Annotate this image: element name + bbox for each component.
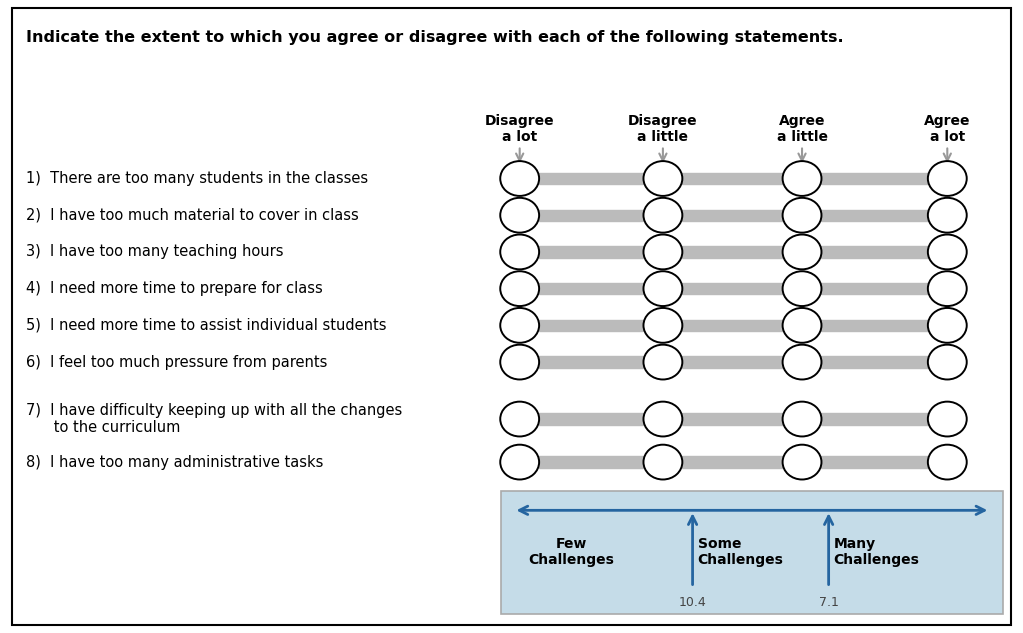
Ellipse shape bbox=[783, 271, 821, 306]
Bar bbox=[682, 283, 783, 294]
Ellipse shape bbox=[783, 161, 821, 196]
Ellipse shape bbox=[783, 197, 821, 232]
Text: Agree
a little: Agree a little bbox=[776, 114, 828, 144]
Ellipse shape bbox=[783, 235, 821, 270]
Bar bbox=[821, 320, 928, 331]
Bar bbox=[501, 491, 1003, 614]
Ellipse shape bbox=[643, 308, 682, 343]
Ellipse shape bbox=[500, 271, 539, 306]
Text: 5)  I need more time to assist individual students: 5) I need more time to assist individual… bbox=[26, 318, 386, 333]
Bar bbox=[539, 356, 643, 368]
Ellipse shape bbox=[928, 197, 967, 232]
Bar bbox=[539, 246, 643, 258]
Ellipse shape bbox=[928, 402, 967, 437]
Text: 1)  There are too many students in the classes: 1) There are too many students in the cl… bbox=[26, 171, 367, 186]
Bar bbox=[821, 173, 928, 184]
Bar bbox=[682, 320, 783, 331]
Bar bbox=[821, 210, 928, 221]
Ellipse shape bbox=[783, 402, 821, 437]
Text: 7)  I have difficulty keeping up with all the changes
      to the curriculum: 7) I have difficulty keeping up with all… bbox=[26, 403, 402, 436]
Text: Agree
a lot: Agree a lot bbox=[924, 114, 971, 144]
Ellipse shape bbox=[643, 344, 682, 380]
Text: 2)  I have too much material to cover in class: 2) I have too much material to cover in … bbox=[26, 208, 358, 223]
Ellipse shape bbox=[500, 161, 539, 196]
Bar bbox=[821, 456, 928, 468]
Ellipse shape bbox=[500, 197, 539, 232]
Bar bbox=[539, 456, 643, 468]
Bar bbox=[682, 173, 783, 184]
Ellipse shape bbox=[928, 344, 967, 380]
Bar bbox=[682, 356, 783, 368]
Ellipse shape bbox=[783, 344, 821, 380]
Text: Disagree
a little: Disagree a little bbox=[628, 114, 698, 144]
Text: Disagree
a lot: Disagree a lot bbox=[485, 114, 554, 144]
Ellipse shape bbox=[928, 271, 967, 306]
Text: 6)  I feel too much pressure from parents: 6) I feel too much pressure from parents bbox=[26, 354, 327, 370]
Bar bbox=[539, 173, 643, 184]
Bar bbox=[539, 413, 643, 425]
Ellipse shape bbox=[643, 271, 682, 306]
Text: 7.1: 7.1 bbox=[818, 596, 839, 609]
Bar bbox=[682, 246, 783, 258]
Ellipse shape bbox=[928, 235, 967, 270]
Bar bbox=[682, 413, 783, 425]
Text: 10.4: 10.4 bbox=[678, 596, 707, 609]
Ellipse shape bbox=[643, 161, 682, 196]
Bar bbox=[821, 413, 928, 425]
Text: Few
Challenges: Few Challenges bbox=[529, 537, 615, 567]
Ellipse shape bbox=[500, 344, 539, 380]
Text: 3)  I have too many teaching hours: 3) I have too many teaching hours bbox=[26, 244, 283, 260]
Ellipse shape bbox=[928, 308, 967, 343]
Ellipse shape bbox=[783, 308, 821, 343]
Bar bbox=[682, 210, 783, 221]
Ellipse shape bbox=[500, 235, 539, 270]
Text: Some
Challenges: Some Challenges bbox=[698, 537, 784, 567]
Ellipse shape bbox=[643, 197, 682, 232]
Ellipse shape bbox=[928, 161, 967, 196]
Ellipse shape bbox=[500, 444, 539, 480]
Bar bbox=[539, 320, 643, 331]
Text: 4)  I need more time to prepare for class: 4) I need more time to prepare for class bbox=[26, 281, 322, 296]
Ellipse shape bbox=[500, 402, 539, 437]
Ellipse shape bbox=[643, 402, 682, 437]
Text: Indicate the extent to which you agree or disagree with each of the following st: Indicate the extent to which you agree o… bbox=[26, 30, 843, 46]
Bar bbox=[821, 246, 928, 258]
Bar bbox=[539, 283, 643, 294]
Ellipse shape bbox=[643, 444, 682, 480]
Text: Many
Challenges: Many Challenges bbox=[834, 537, 920, 567]
Ellipse shape bbox=[783, 444, 821, 480]
Bar bbox=[821, 356, 928, 368]
Ellipse shape bbox=[928, 444, 967, 480]
Ellipse shape bbox=[643, 235, 682, 270]
Bar bbox=[821, 283, 928, 294]
Bar bbox=[539, 210, 643, 221]
Bar bbox=[682, 456, 783, 468]
Text: 8)  I have too many administrative tasks: 8) I have too many administrative tasks bbox=[26, 454, 323, 470]
Ellipse shape bbox=[500, 308, 539, 343]
